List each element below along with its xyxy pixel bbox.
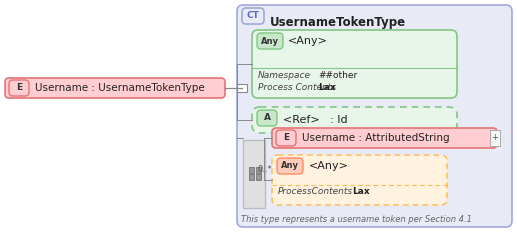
Text: UsernameTokenType: UsernameTokenType	[270, 16, 406, 29]
Text: Username : UsernameTokenType: Username : UsernameTokenType	[35, 83, 205, 93]
Text: <Any>: <Any>	[288, 36, 328, 46]
Text: This type represents a username token per Section 4.1: This type represents a username token pe…	[241, 216, 472, 225]
Text: CT: CT	[247, 11, 260, 21]
Text: Lax: Lax	[352, 188, 370, 196]
Text: Any: Any	[281, 161, 299, 171]
Text: ##other: ##other	[318, 72, 357, 80]
Text: <Any>: <Any>	[309, 161, 349, 171]
Text: E: E	[283, 134, 289, 143]
Text: Process Contents: Process Contents	[258, 83, 336, 93]
FancyBboxPatch shape	[9, 80, 29, 96]
FancyBboxPatch shape	[252, 107, 457, 133]
Bar	[249, 174, 254, 180]
Text: Username : AttributedString: Username : AttributedString	[302, 133, 450, 143]
Text: A: A	[264, 113, 270, 123]
FancyBboxPatch shape	[272, 128, 497, 148]
Text: ProcessContents: ProcessContents	[278, 188, 353, 196]
Text: Any: Any	[261, 37, 279, 45]
FancyBboxPatch shape	[5, 78, 225, 98]
Text: 0..*: 0..*	[258, 164, 273, 174]
Bar	[243, 140, 265, 208]
FancyBboxPatch shape	[242, 8, 264, 24]
Bar	[237, 84, 247, 92]
FancyBboxPatch shape	[252, 30, 457, 98]
Bar	[249, 167, 254, 173]
Text: <Ref>   : Id: <Ref> : Id	[283, 115, 347, 125]
FancyBboxPatch shape	[257, 33, 283, 49]
FancyBboxPatch shape	[277, 158, 303, 174]
Text: Lax: Lax	[318, 83, 336, 93]
Bar	[256, 167, 261, 173]
Bar	[256, 174, 261, 180]
FancyBboxPatch shape	[257, 110, 277, 126]
Text: +: +	[492, 134, 498, 143]
FancyBboxPatch shape	[276, 130, 296, 146]
Bar	[490, 130, 500, 146]
Text: E: E	[16, 83, 22, 93]
FancyBboxPatch shape	[237, 5, 512, 227]
FancyBboxPatch shape	[272, 155, 447, 205]
Text: Namespace: Namespace	[258, 72, 311, 80]
